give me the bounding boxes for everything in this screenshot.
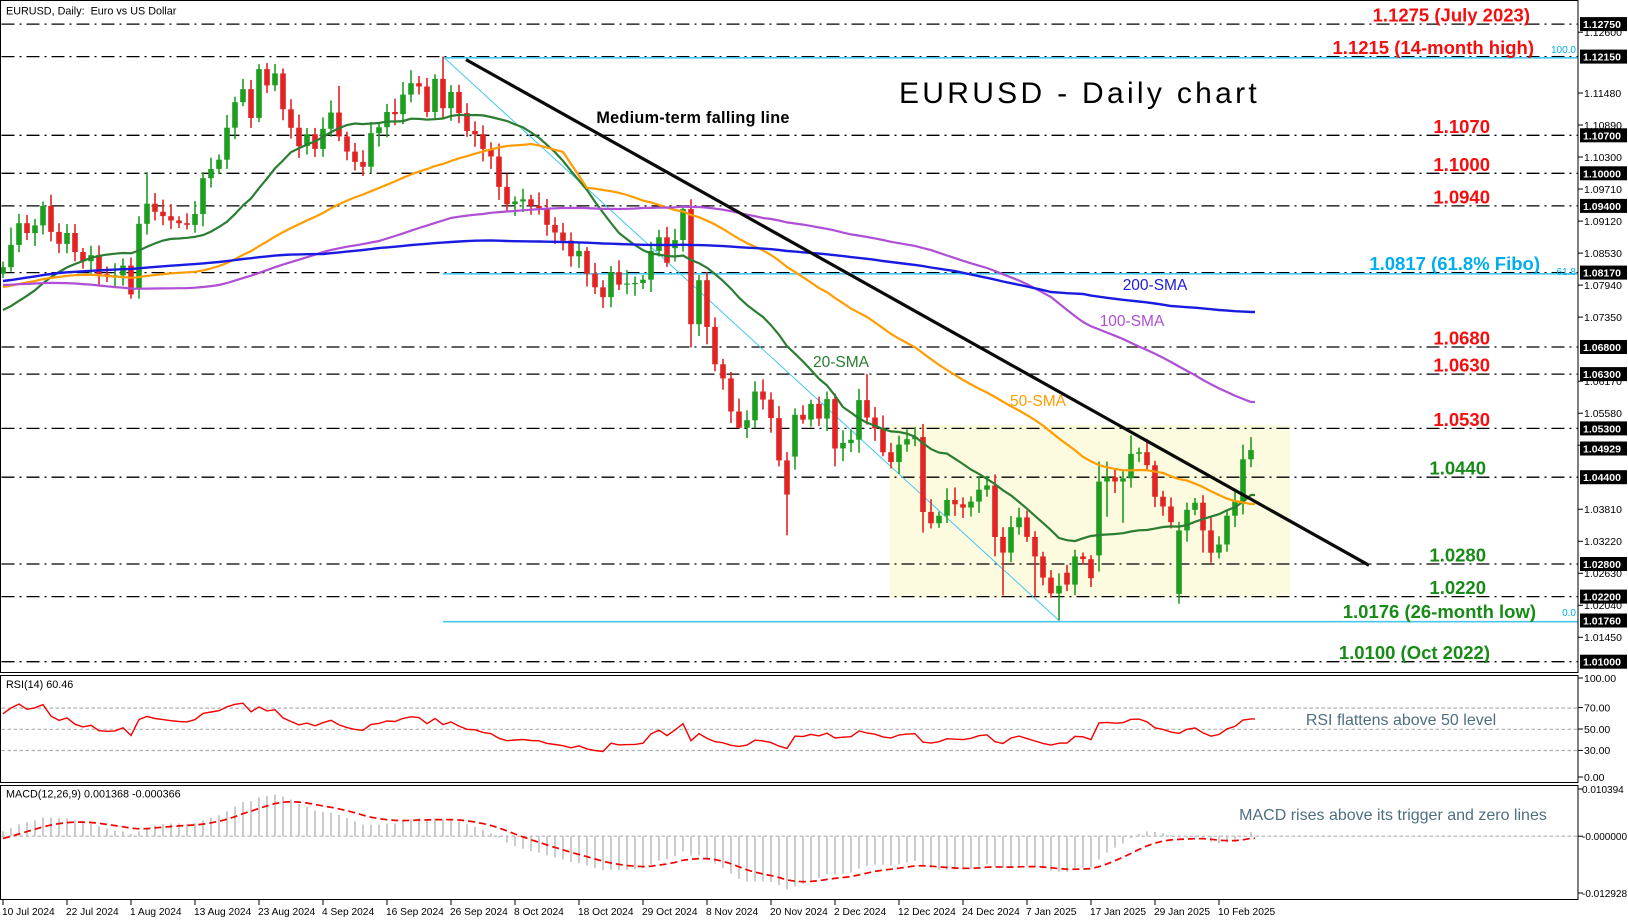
svg-text:1.01760: 1.01760: [1583, 616, 1621, 628]
svg-text:1.10300: 1.10300: [1584, 152, 1622, 164]
svg-text:1.04400: 1.04400: [1583, 472, 1621, 484]
svg-text:1.0280: 1.0280: [1429, 545, 1486, 566]
svg-text:1.12150: 1.12150: [1583, 52, 1621, 64]
svg-text:200-SMA: 200-SMA: [1123, 277, 1188, 294]
svg-text:1.0817 (61.8% Fibo): 1.0817 (61.8% Fibo): [1369, 253, 1540, 274]
svg-text:1.01000: 1.01000: [1583, 657, 1621, 669]
svg-text:1.1275 (July 2023): 1.1275 (July 2023): [1373, 5, 1530, 26]
svg-text:1.03810: 1.03810: [1584, 504, 1622, 516]
svg-text:1.01450: 1.01450: [1584, 632, 1622, 644]
svg-text:20 Nov 2024: 20 Nov 2024: [770, 907, 828, 918]
svg-text:8 Nov 2024: 8 Nov 2024: [706, 907, 758, 918]
svg-text:30.00: 30.00: [1584, 745, 1610, 757]
svg-text:1.11480: 1.11480: [1584, 88, 1621, 100]
svg-text:4 Sep 2024: 4 Sep 2024: [322, 907, 374, 918]
svg-text:-0.000000: -0.000000: [1582, 832, 1627, 843]
svg-text:1.03220: 1.03220: [1584, 536, 1622, 548]
svg-text:2 Dec 2024: 2 Dec 2024: [834, 907, 886, 918]
svg-text:1.0220: 1.0220: [1429, 577, 1486, 598]
svg-text:100.00: 100.00: [1584, 673, 1616, 685]
svg-text:100-SMA: 100-SMA: [1100, 313, 1165, 330]
svg-text:1.1215 (14-month high): 1.1215 (14-month high): [1333, 37, 1534, 58]
svg-text:1.1070: 1.1070: [1433, 116, 1490, 137]
svg-text:1.09400: 1.09400: [1583, 201, 1621, 213]
svg-text:1.05300: 1.05300: [1583, 423, 1621, 435]
svg-text:12 Dec 2024: 12 Dec 2024: [898, 907, 956, 918]
svg-text:1.10000: 1.10000: [1583, 168, 1621, 180]
svg-text:23 Aug 2024: 23 Aug 2024: [258, 907, 316, 918]
svg-text:RSI flattens above 50 level: RSI flattens above 50 level: [1306, 712, 1496, 729]
svg-text:0.00: 0.00: [1584, 772, 1605, 784]
svg-text:20-SMA: 20-SMA: [813, 354, 870, 371]
svg-text:1.0680: 1.0680: [1433, 328, 1490, 349]
svg-text:13 Aug 2024: 13 Aug 2024: [194, 907, 252, 918]
svg-text:RSI(14) 60.46: RSI(14) 60.46: [6, 679, 73, 691]
svg-text:50-SMA: 50-SMA: [1010, 393, 1067, 410]
svg-text:1.09120: 1.09120: [1584, 216, 1622, 228]
svg-text:1.08170: 1.08170: [1583, 268, 1621, 280]
svg-text:1.09710: 1.09710: [1584, 184, 1622, 196]
svg-text:1.08530: 1.08530: [1584, 248, 1622, 260]
svg-text:MACD(12,26,9) 0.001368 -0.0003: MACD(12,26,9) 0.001368 -0.000366: [6, 789, 181, 801]
svg-text:29 Oct 2024: 29 Oct 2024: [642, 907, 698, 918]
svg-text:1.12750: 1.12750: [1583, 19, 1621, 31]
svg-text:50.00: 50.00: [1584, 724, 1610, 736]
svg-text:Medium-term falling line: Medium-term falling line: [596, 109, 789, 127]
svg-text:1.07350: 1.07350: [1584, 312, 1622, 324]
svg-text:61.8: 61.8: [1557, 267, 1577, 278]
svg-text:1.0176 (26-month low): 1.0176 (26-month low): [1343, 601, 1536, 622]
svg-text:29 Jan 2025: 29 Jan 2025: [1154, 907, 1210, 918]
svg-text:1.06800: 1.06800: [1583, 342, 1621, 354]
svg-text:18 Oct 2024: 18 Oct 2024: [578, 907, 634, 918]
svg-text:26 Sep 2024: 26 Sep 2024: [450, 907, 508, 918]
svg-text:0.0: 0.0: [1562, 608, 1576, 619]
svg-text:1.06300: 1.06300: [1583, 369, 1621, 381]
svg-text:100.0: 100.0: [1551, 45, 1576, 56]
svg-text:10 Jul 2024: 10 Jul 2024: [2, 907, 55, 918]
svg-text:22 Jul 2024: 22 Jul 2024: [66, 907, 119, 918]
svg-text:1.0530: 1.0530: [1433, 409, 1490, 430]
svg-text:1.1000: 1.1000: [1433, 154, 1490, 175]
svg-text:0.010394: 0.010394: [1582, 785, 1624, 796]
svg-text:1.0100 (Oct 2022): 1.0100 (Oct 2022): [1339, 642, 1490, 663]
svg-text:1.0630: 1.0630: [1433, 355, 1490, 376]
svg-text:1.04929: 1.04929: [1583, 444, 1621, 456]
svg-text:1.05580: 1.05580: [1584, 408, 1622, 420]
svg-text:EURUSD - Daily chart: EURUSD - Daily chart: [899, 77, 1260, 110]
svg-text:1.02200: 1.02200: [1583, 592, 1621, 604]
svg-text:10 Feb 2025: 10 Feb 2025: [1218, 907, 1276, 918]
svg-text:7 Jan 2025: 7 Jan 2025: [1026, 907, 1077, 918]
svg-text:1.07940: 1.07940: [1584, 280, 1622, 292]
svg-text:1.02630: 1.02630: [1584, 568, 1622, 580]
svg-text:1.02800: 1.02800: [1583, 559, 1621, 571]
svg-text:1.0440: 1.0440: [1429, 458, 1486, 479]
svg-text:8 Oct 2024: 8 Oct 2024: [514, 907, 564, 918]
svg-text:1.10700: 1.10700: [1583, 130, 1621, 142]
svg-text:EURUSD, Daily: Euro vs US Dol: EURUSD, Daily: Euro vs US Dollar: [6, 6, 177, 18]
svg-text:MACD rises above its trigger a: MACD rises above its trigger and zero li…: [1239, 807, 1547, 824]
svg-text:17 Jan 2025: 17 Jan 2025: [1090, 907, 1146, 918]
svg-text:24 Dec 2024: 24 Dec 2024: [962, 907, 1020, 918]
svg-text:-0.012928: -0.012928: [1582, 889, 1627, 900]
svg-text:16 Sep 2024: 16 Sep 2024: [386, 907, 444, 918]
svg-text:1 Aug 2024: 1 Aug 2024: [130, 907, 182, 918]
svg-text:70.00: 70.00: [1584, 702, 1610, 714]
svg-text:1.0940: 1.0940: [1433, 186, 1490, 207]
